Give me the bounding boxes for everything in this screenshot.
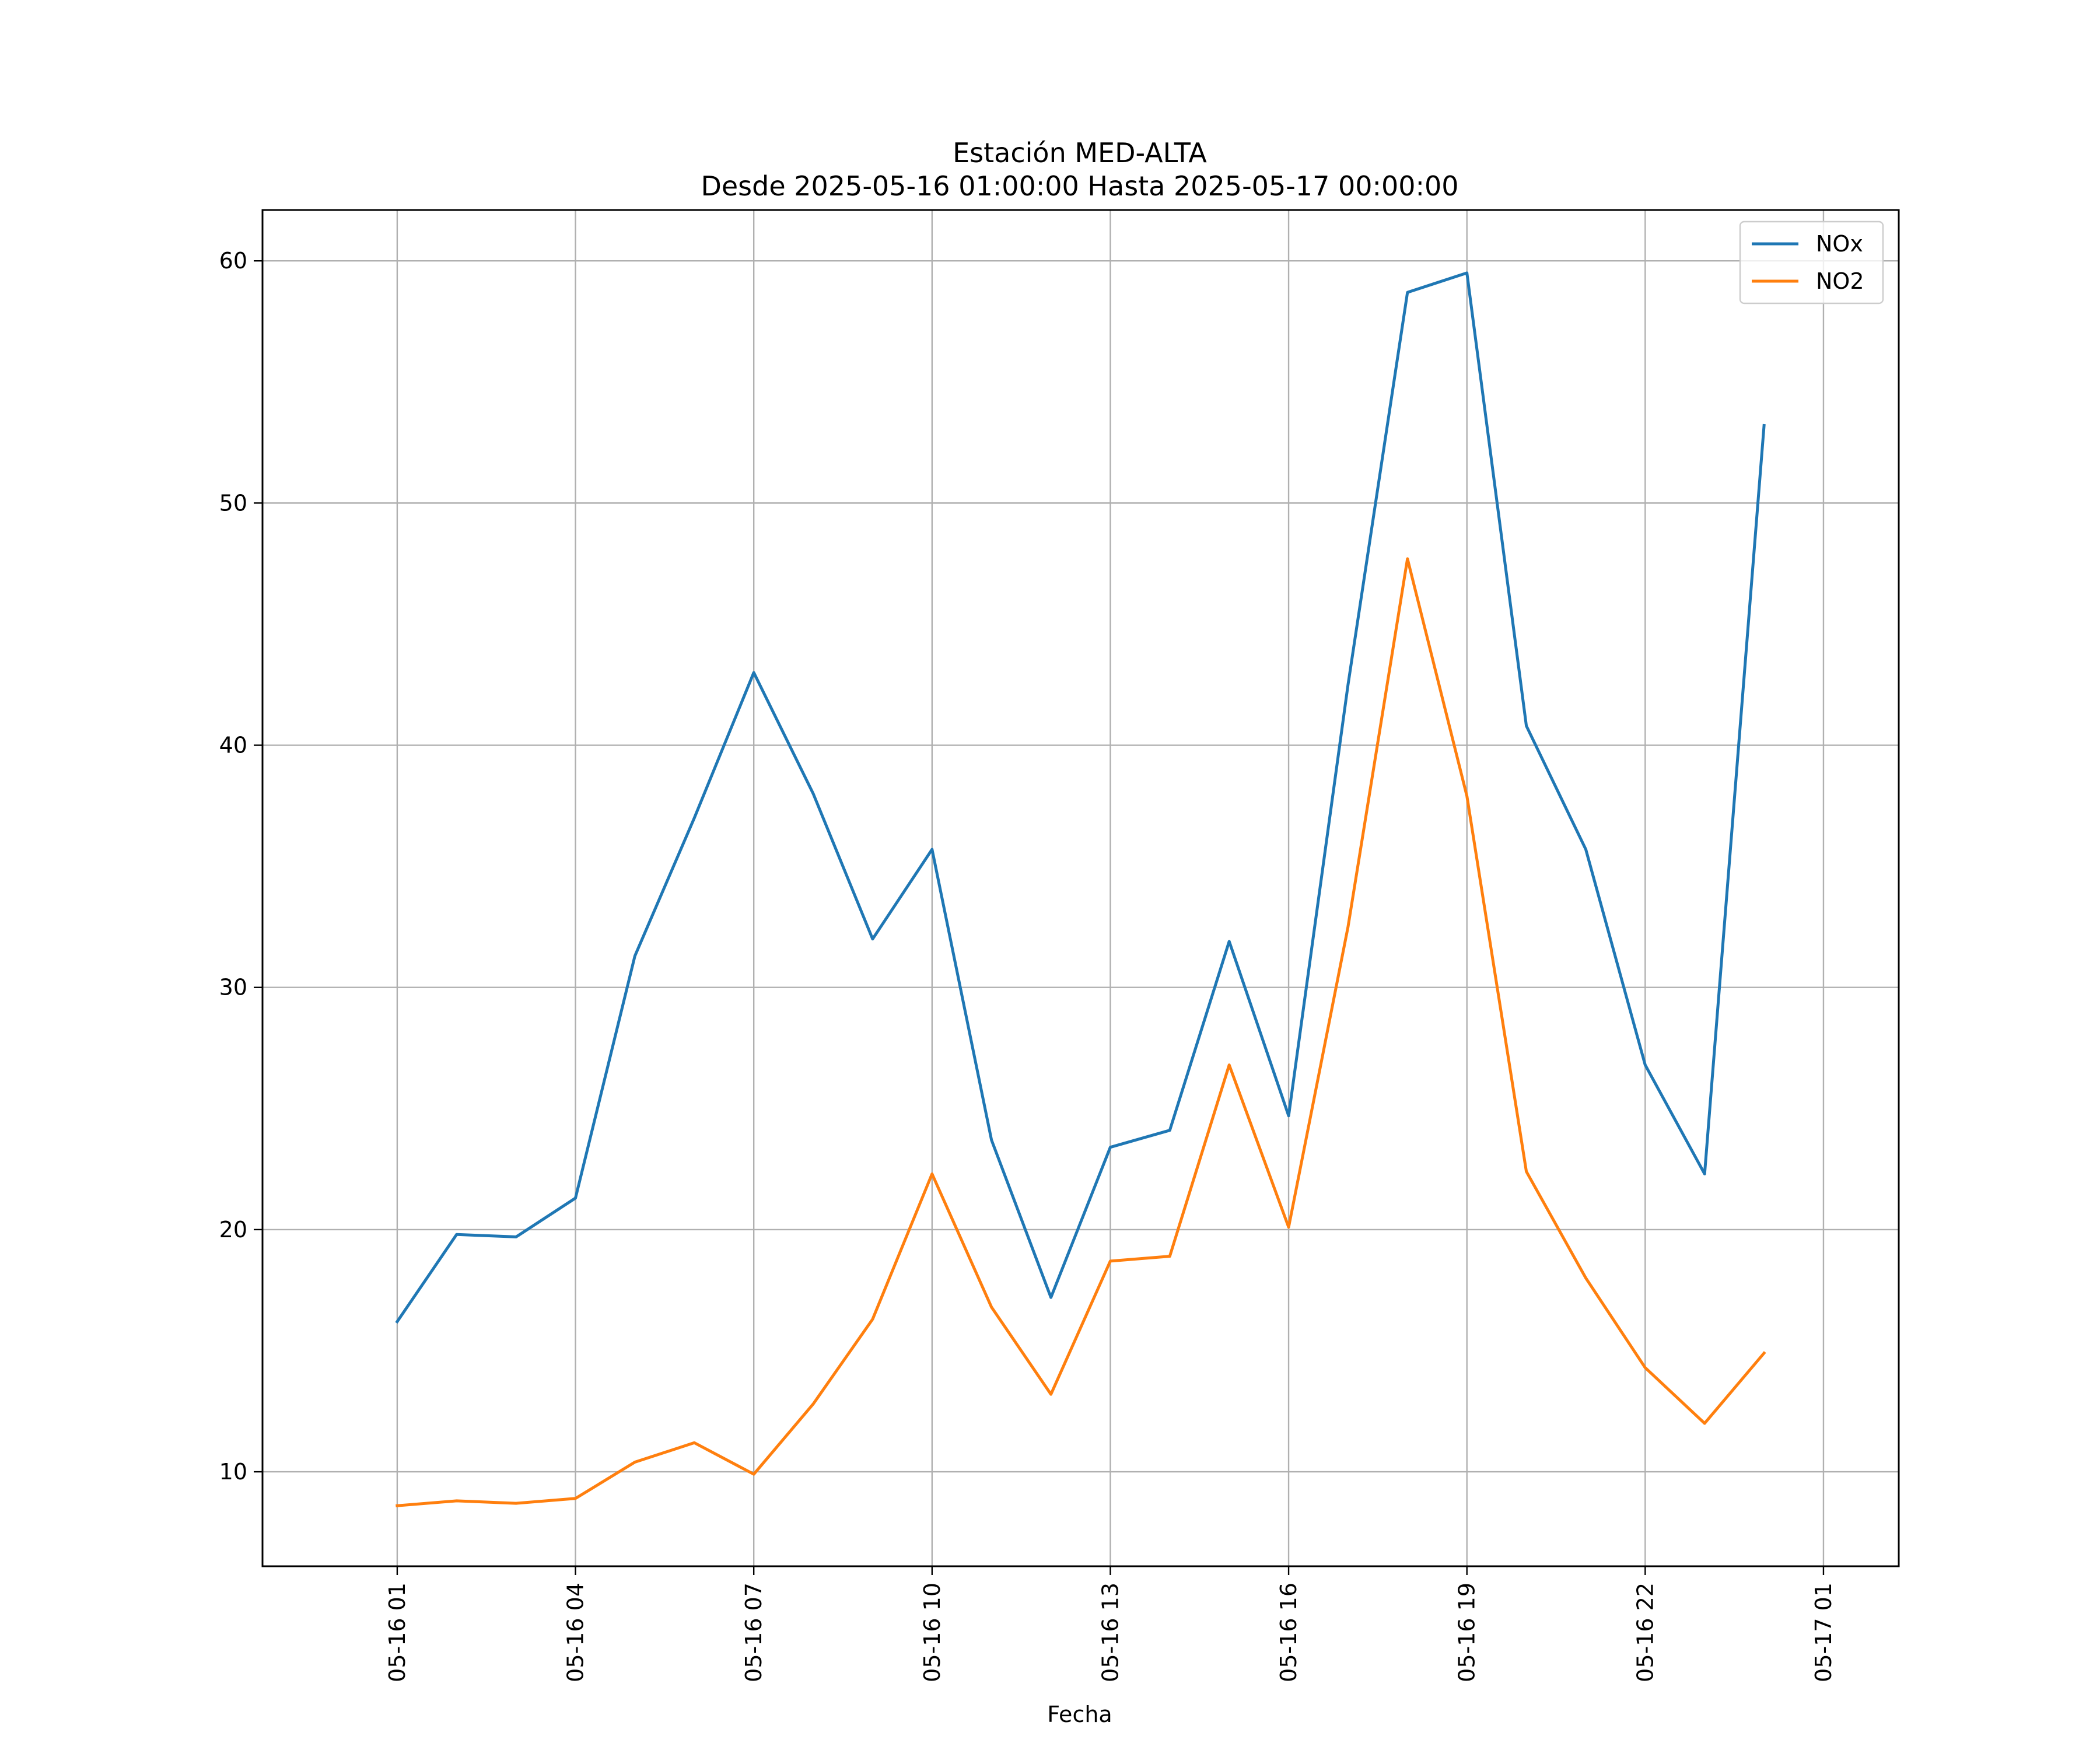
chart-title: Estación MED-ALTA bbox=[953, 137, 1207, 169]
x-tick-label: 05-16 22 bbox=[1632, 1583, 1658, 1682]
y-tick-label: 50 bbox=[219, 490, 247, 516]
x-tick-label: 05-16 01 bbox=[384, 1583, 410, 1682]
legend-box bbox=[1739, 220, 1884, 304]
y-tick-label: 60 bbox=[219, 248, 247, 274]
y-tick-label: 10 bbox=[219, 1459, 247, 1485]
x-tick-label: 05-16 10 bbox=[919, 1583, 945, 1682]
x-tick-label: 05-16 19 bbox=[1454, 1583, 1480, 1682]
y-tick-label: 30 bbox=[219, 975, 247, 1000]
x-tick-label: 05-17 01 bbox=[1811, 1583, 1836, 1682]
x-axis: 05-16 01 05-16 04 05-16 07 05-16 10 05-16 13… bbox=[384, 1566, 1836, 1682]
y-tick-label: 40 bbox=[219, 733, 247, 758]
chart-subtitle: Desde 2025-05-16 01:00:00 Hasta 2025-05-… bbox=[701, 170, 1458, 202]
x-tick-label: 05-16 16 bbox=[1276, 1583, 1301, 1682]
grid bbox=[262, 210, 1899, 1566]
plot-frame bbox=[261, 209, 1900, 1567]
y-axis: 10 20 30 40 50 60 bbox=[219, 248, 262, 1485]
legend: NOx NO2 bbox=[1739, 220, 1884, 304]
legend-label-no2: NO2 bbox=[1816, 268, 1864, 294]
y-tick-label: 20 bbox=[219, 1217, 247, 1242]
series-line-no2 bbox=[396, 557, 1766, 1507]
legend-label-nox: NOx bbox=[1816, 231, 1863, 257]
series-line-nox bbox=[395, 271, 1766, 1324]
x-tick-label: 05-16 04 bbox=[563, 1583, 589, 1682]
x-axis-label: Fecha bbox=[1047, 1702, 1112, 1727]
x-tick-label: 05-16 07 bbox=[741, 1583, 766, 1682]
series-lines bbox=[395, 271, 1766, 1507]
x-tick-label: 05-16 13 bbox=[1097, 1583, 1123, 1682]
